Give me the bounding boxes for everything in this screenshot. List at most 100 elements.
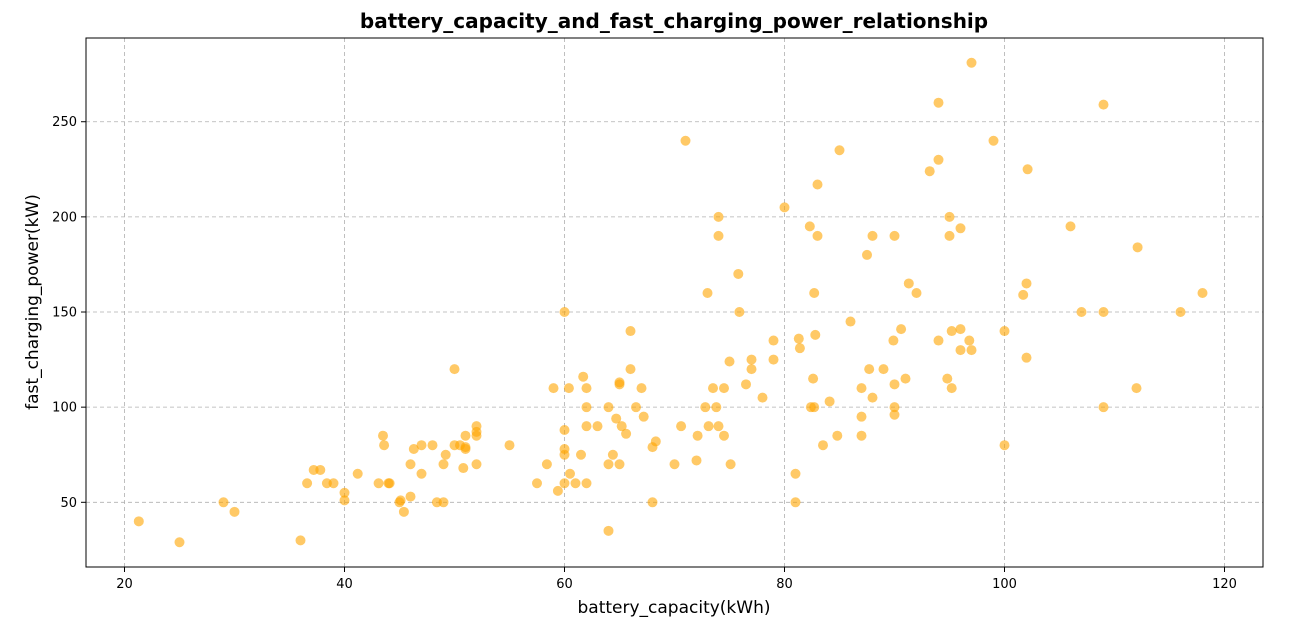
data-point [1065,221,1076,232]
plot-frame [85,37,1264,568]
data-point [719,430,729,441]
data-point [768,335,779,346]
data-point [603,459,614,470]
x-tick-label: 120 [1212,577,1237,592]
data-point [471,459,482,470]
data-point [757,392,768,403]
data-point [719,383,729,394]
data-points [133,57,1208,548]
data-point [1098,99,1109,110]
data-point [924,166,935,177]
data-point [779,202,790,213]
data-point [988,135,999,146]
x-tick-label: 100 [992,577,1017,592]
data-point [793,333,804,344]
data-point [999,326,1010,337]
data-point [856,383,867,394]
data-point [458,463,469,474]
data-point [339,487,350,498]
data-point [1022,164,1033,175]
x-tick-label: 80 [776,577,793,592]
data-point [438,459,449,470]
data-point [691,455,702,466]
data-point [942,373,953,384]
data-point [867,392,878,403]
data-point [703,421,714,432]
data-point [405,491,416,502]
data-point [616,421,627,432]
data-point [614,379,625,390]
data-point [768,354,779,365]
data-point [471,421,482,432]
data-point [713,230,724,241]
data-point [578,371,589,382]
data-point [734,307,745,318]
data-point [746,354,757,365]
data-point [818,440,828,451]
data-point [315,464,326,475]
data-point [607,449,618,460]
x-tick-label: 20 [116,577,133,592]
data-point [565,468,575,479]
data-point [834,145,845,156]
data-point [794,343,805,354]
data-point [741,379,751,390]
data-point [576,449,586,460]
data-point [809,402,820,413]
data-point [133,516,144,527]
data-point [903,278,914,289]
data-point [395,495,406,506]
data-point [708,383,718,394]
data-point [933,335,944,346]
data-point [669,459,680,470]
data-point [1021,352,1032,363]
data-point [440,449,451,460]
data-point [862,249,872,260]
data-point [955,345,966,356]
data-point [373,478,384,489]
data-point [174,537,185,548]
data-point [966,57,977,68]
y-tick-label: 150 [52,306,77,321]
data-point [581,421,592,432]
chart-title: battery_capacity_and_fast_charging_power… [360,9,988,33]
data-point [700,402,711,413]
data-point [955,324,966,335]
data-point [559,478,570,489]
data-point [592,421,603,432]
data-point [1175,307,1186,318]
data-point [378,430,388,441]
data-point [504,440,515,451]
data-point [900,373,911,384]
data-point [944,211,955,222]
x-tick-label: 60 [556,577,573,592]
data-point [532,478,542,489]
data-point [1131,383,1142,394]
data-point [460,444,471,455]
data-point [352,468,363,479]
data-point [603,525,614,536]
data-point [1132,242,1143,253]
data-point [416,440,427,451]
data-point [746,364,757,375]
data-point [408,444,419,455]
data-point [1018,289,1029,300]
data-point [614,459,625,470]
data-point [999,440,1010,451]
x-axis-ticks: 20 40 60 80 100 120 [116,567,1237,592]
data-point [867,230,878,241]
data-point [702,287,713,298]
data-point [810,329,821,340]
data-point [438,497,449,508]
data-point [966,345,977,356]
y-tick-label: 250 [52,115,77,130]
data-point [398,506,409,517]
data-point [856,430,867,441]
data-point [889,402,900,413]
data-point [692,430,703,441]
y-axis-label: fast_charging_power(kW) [23,194,43,410]
y-tick-label: 200 [52,210,77,225]
data-point [711,402,722,413]
data-point [1197,287,1208,298]
